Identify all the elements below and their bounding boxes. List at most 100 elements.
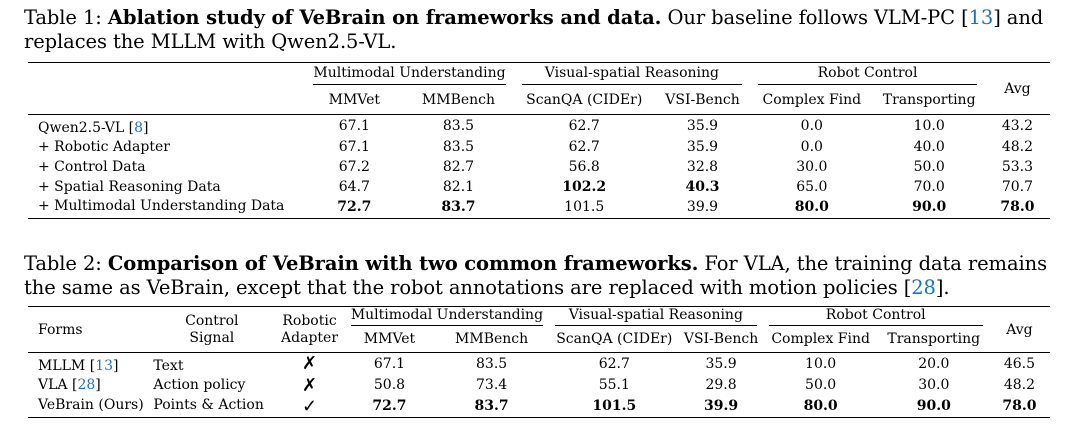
table1-col-header-row: MMVet MMBench ScanQA (CIDEr) VSI-Bench C… [28, 87, 1050, 115]
cell: 50.0 [913, 158, 945, 175]
table1-col-complexfind: Complex Find [762, 92, 862, 109]
cell: 83.7 [441, 199, 476, 216]
cell: 64.7 [338, 178, 370, 195]
cell: 62.7 [598, 355, 630, 372]
row-label: + Robotic Adapter [38, 138, 170, 155]
cell: 50.8 [373, 377, 406, 393]
cell: 65.0 [796, 178, 828, 195]
table-row: + Robotic Adapter 67.1 83.5 62.7 35.9 0.… [28, 137, 1050, 157]
cell: 32.8 [686, 158, 719, 175]
row-signal: Text [153, 357, 184, 374]
table2-col-complexfind: Complex Find [771, 331, 870, 348]
table2-caption-text-b: ]. [935, 276, 950, 299]
cell: 67.1 [338, 138, 370, 155]
cell: 101.5 [592, 398, 637, 415]
table2-group-header-row: Forms Control Signal Robotic Adapter Multi… [28, 306, 1050, 346]
cell: 53.3 [1001, 158, 1034, 175]
table2-header-forms: Forms [38, 321, 83, 338]
cell: 72.7 [337, 199, 372, 216]
cell: 35.9 [686, 117, 719, 134]
cell: 101.5 [564, 199, 605, 216]
table2-caption-ref-link[interactable]: 28 [911, 276, 936, 299]
cell: 56.8 [568, 158, 600, 175]
cell: 83.5 [476, 355, 508, 372]
cell: 90.0 [912, 199, 947, 216]
cell: 46.5 [1003, 355, 1035, 372]
ref-link[interactable]: 8 [134, 119, 143, 136]
table-row: + Multimodal Understanding Data 72.7 83.… [28, 197, 1050, 219]
cell: 67.2 [338, 158, 370, 175]
table1-caption-text-a: Our baseline follows VLM-PC [ [667, 6, 969, 29]
cell: 35.9 [705, 355, 737, 372]
row-label: + Multimodal Understanding Data [38, 197, 285, 214]
table1: Multimodal Understanding Visual-spatial … [28, 62, 1050, 219]
table1-col-mmvet: MMVet [328, 92, 381, 109]
cell: 72.7 [372, 398, 407, 415]
table1-caption: Table 1: Ablation study of VeBrain on fr… [24, 6, 1056, 54]
cell: 70.0 [913, 178, 945, 195]
row-form: VeBrain (Ours) [38, 396, 144, 413]
cell: 39.9 [686, 199, 719, 216]
cell: 80.0 [794, 199, 829, 216]
table1-group-robot: Robot Control [750, 63, 985, 87]
cell: 67.1 [373, 355, 406, 372]
table2-header-control-signal: Control Signal [185, 312, 239, 346]
table-row: VLA [28] Action policy ✗ 50.8 73.4 55.1 … [28, 375, 1050, 396]
table2-col-transporting: Transporting [887, 331, 981, 348]
ref-link[interactable]: 13 [95, 357, 114, 374]
check-icon: ✓ [301, 395, 318, 417]
cell: 78.0 [1002, 398, 1037, 415]
row-signal: Action policy [153, 377, 246, 393]
cell: 55.1 [598, 377, 630, 393]
cell: 82.1 [442, 178, 475, 195]
table1-col-scanqa: ScanQA (CIDEr) [526, 92, 643, 109]
cell: 30.0 [918, 377, 950, 393]
row-form: MLLM [13] [38, 357, 119, 374]
table-row: Qwen2.5-VL [8] 67.1 83.5 62.7 35.9 0.0 1… [28, 115, 1050, 137]
cell: 83.7 [474, 398, 509, 415]
table1-col-vsibench: VSI-Bench [665, 92, 740, 109]
cell: 67.1 [338, 117, 370, 134]
cell: 39.9 [703, 398, 739, 415]
table2-header-avg: Avg [1006, 321, 1033, 338]
table2-group-spatial: Visual-spatial Reasoning [549, 307, 763, 327]
table2-col-mmbench: MMBench [455, 331, 529, 348]
row-form: VLA [28] [38, 377, 101, 393]
table2-group-multimodal: Multimodal Understanding [345, 307, 549, 327]
table1-caption-label: Table 1: [24, 6, 102, 29]
cell: 29.8 [705, 377, 737, 393]
table1-group-spatial: Visual-spatial Reasoning [514, 63, 751, 87]
table2-caption-title: Comparison of VeBrain with two common fr… [107, 252, 699, 275]
cell: 35.9 [686, 138, 719, 155]
table2-header-robotic-adapter: Robotic Adapter [281, 312, 339, 346]
table2-caption-label: Table 2: [24, 252, 102, 275]
table2-group-robot: Robot Control [763, 307, 989, 327]
cell: 30.0 [796, 158, 828, 175]
ref-link[interactable]: 28 [77, 377, 96, 393]
cell: 62.7 [568, 117, 600, 134]
cell: 82.7 [442, 158, 475, 175]
table2: Forms Control Signal Robotic Adapter Multi… [28, 306, 1050, 418]
row-label: Qwen2.5-VL [8] [38, 119, 149, 136]
table1-header-avg: Avg [1004, 80, 1031, 97]
cell: 10.0 [805, 355, 837, 372]
cell: 50.0 [805, 377, 837, 393]
cell: 40.0 [913, 138, 945, 155]
table1-caption-ref-link[interactable]: 13 [968, 6, 994, 29]
table1-caption-text-b: ] and replaces the MLLM with Qwen2.5-VL. [24, 6, 1044, 53]
row-label: + Spatial Reasoning Data [38, 178, 221, 195]
cell: 70.7 [1001, 178, 1034, 195]
table1-caption-title: Ablation study of VeBrain on frameworks … [107, 6, 662, 29]
cross-icon: ✗ [301, 374, 318, 396]
table-row: + Spatial Reasoning Data 64.7 82.1 102.2… [28, 177, 1050, 197]
cell: 78.0 [1000, 199, 1035, 216]
cross-icon: ✗ [301, 353, 318, 375]
cell: 43.2 [1001, 117, 1034, 134]
row-signal: Points & Action [153, 396, 264, 413]
cell: 90.0 [916, 398, 951, 415]
table1-col-mmbench: MMBench [421, 92, 496, 109]
cell: 10.0 [913, 117, 945, 134]
cell: 83.5 [442, 117, 475, 134]
cell: 73.4 [476, 377, 508, 393]
table2-caption-text-a: For VLA, the training data remains the s… [24, 252, 1047, 299]
